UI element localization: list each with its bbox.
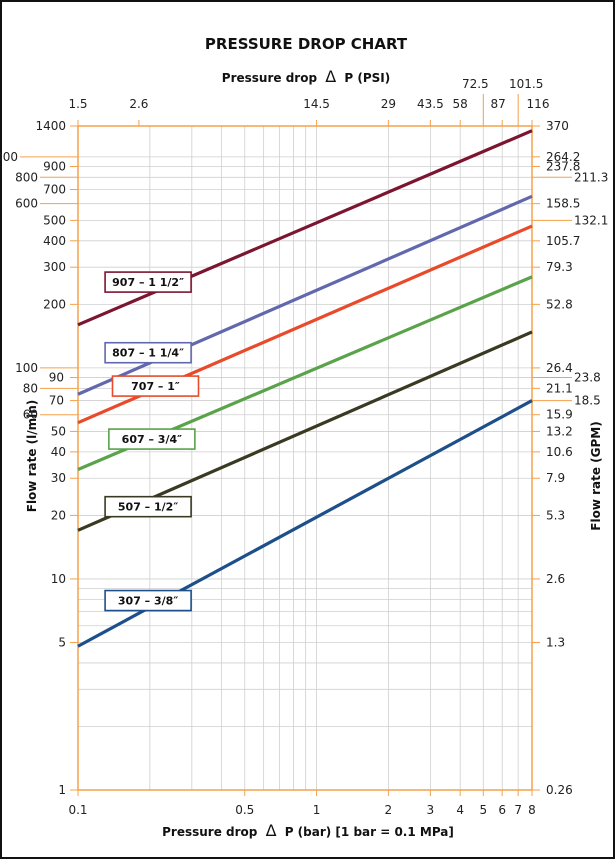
y-tick-label-right: 132.1 xyxy=(574,213,608,227)
series-label: 607 – 3/4″ xyxy=(122,433,182,446)
y-tick-label-right: 18.5 xyxy=(574,394,601,408)
y-tick-label-left: 5 xyxy=(58,635,66,649)
y-tick-label-left: 10 xyxy=(51,572,66,586)
y-tick-label-left: 90 xyxy=(49,371,64,385)
bottom-axis-label: Pressure drop xyxy=(162,825,258,839)
y-tick-label-right: 5.3 xyxy=(546,508,565,522)
series-label: 907 – 1 1/2″ xyxy=(112,276,184,289)
y-tick-label-right: 2.6 xyxy=(546,572,565,586)
psi-tick-label: 1.5 xyxy=(68,97,87,111)
chart-title: PRESSURE DROP CHART xyxy=(205,35,408,53)
psi-tick-label: 29 xyxy=(381,97,396,111)
series-label: 807 – 1 1/4″ xyxy=(112,347,184,360)
tick-labels: 0.1 0.5 1 2 3 4 5 6 7 81.5 2.6 14.5 29 43.5 5872.58710… xyxy=(0,77,608,817)
series-label-box xyxy=(104,341,192,364)
x-tick-label: 4 xyxy=(456,803,464,817)
y-tick-label-left: 50 xyxy=(51,424,66,438)
y-tick-label-left: 700 xyxy=(43,183,66,197)
y-tick-label-left: 600 xyxy=(15,197,38,211)
y-tick-label-right: 21.1 xyxy=(546,381,573,395)
psi-tick-label: 87 xyxy=(491,97,506,111)
y-tick-label-right: 15.9 xyxy=(546,408,573,422)
x-tick-label: 1 xyxy=(313,803,321,817)
y-tick-label-right: 26.4 xyxy=(546,361,573,375)
y-tick-label-left: 100 xyxy=(15,361,38,375)
y-tick-label-left: 1000 xyxy=(0,150,18,164)
y-tick-label-left: 800 xyxy=(15,170,38,184)
series-label-box xyxy=(104,495,192,518)
x-tick-label: 3 xyxy=(427,803,435,817)
y-tick-label-left: 1 xyxy=(58,783,66,797)
y-tick-label-right: 370 xyxy=(546,119,569,133)
y-tick-label-left: 1400 xyxy=(35,119,66,133)
y-tick-label-right: 0.26 xyxy=(546,783,573,797)
series-label: 507 – 1/2″ xyxy=(118,501,178,514)
y-tick-label-right: 105.7 xyxy=(546,234,580,248)
y-tick-label-right: 79.3 xyxy=(546,260,573,274)
y-tick-label-right: 10.6 xyxy=(546,445,573,459)
series-label-box xyxy=(111,375,200,397)
x-tick-label: 0.1 xyxy=(68,803,87,817)
x-tick-label: 0.5 xyxy=(235,803,254,817)
left-axis-title: Flow rate (l/min) xyxy=(25,400,39,513)
x-tick-label: 2 xyxy=(385,803,393,817)
y-tick-label-left: 40 xyxy=(51,445,66,459)
y-tick-label-left: 20 xyxy=(51,508,66,522)
psi-tick-label: 43.5 xyxy=(417,97,444,111)
x-tick-label: 5 xyxy=(479,803,487,817)
top-axis-unit: P (PSI) xyxy=(344,71,390,85)
series-labels: 907 – 1 1/2″ 807 – 1 1/4″ 707 – 1″ 607 – 3/… xyxy=(104,271,200,612)
y-tick-label-right: 23.8 xyxy=(574,371,601,385)
series-label-box xyxy=(104,589,192,612)
y-tick-label-left: 30 xyxy=(51,471,66,485)
psi-tick-label: 2.6 xyxy=(129,97,148,111)
psi-tick-label: 58 xyxy=(453,97,468,111)
plot-frame xyxy=(77,125,533,791)
y-tick-label-left: 60 xyxy=(23,408,38,422)
psi-tick-label: 14.5 xyxy=(303,97,330,111)
bottom-axis-unit: P (bar) [1 bar = 0.1 MPa] xyxy=(285,825,454,839)
x-tick-label: 7 xyxy=(514,803,522,817)
y-tick-label-right: 264.2 xyxy=(546,150,580,164)
psi-tick-label: 101.5 xyxy=(509,77,543,91)
delta-symbol: Δ xyxy=(266,821,277,840)
y-tick-label-right: 237.8 xyxy=(546,159,580,173)
bottom-axis-title: Pressure drop Δ P (bar) [1 bar = 0.1 MPa… xyxy=(162,821,454,840)
y-tick-label-left: 900 xyxy=(43,159,66,173)
y-tick-label-right: 52.8 xyxy=(546,297,573,311)
top-axis-title: Pressure drop Δ P (PSI) xyxy=(222,67,390,86)
psi-tick-label: 116 xyxy=(527,97,550,111)
top-axis-label: Pressure drop xyxy=(222,71,318,85)
y-tick-label-right: 7.9 xyxy=(546,471,565,485)
y-tick-label-right: 13.2 xyxy=(546,424,573,438)
y-tick-label-left: 300 xyxy=(43,260,66,274)
x-tick-label: 8 xyxy=(528,803,536,817)
y-tick-label-left: 200 xyxy=(43,297,66,311)
series-label-box xyxy=(108,428,196,450)
y-tick-label-left: 400 xyxy=(43,234,66,248)
y-tick-label-left: 500 xyxy=(43,213,66,227)
delta-symbol: Δ xyxy=(325,67,336,86)
y-tick-label-left: 80 xyxy=(23,381,38,395)
grid-lines xyxy=(77,125,533,791)
series-label: 707 – 1″ xyxy=(131,380,180,393)
series-label: 307 – 3/8″ xyxy=(118,595,178,608)
series-label-box xyxy=(104,271,192,293)
y-tick-label-right: 1.3 xyxy=(546,635,565,649)
y-tick-label-left: 70 xyxy=(49,394,64,408)
y-tick-label-right: 211.3 xyxy=(574,170,608,184)
right-axis-title: Flow rate (GPM) xyxy=(589,421,603,530)
y-tick-label-right: 158.5 xyxy=(546,197,580,211)
x-tick-label: 6 xyxy=(498,803,506,817)
psi-tick-label: 72.5 xyxy=(462,77,489,91)
